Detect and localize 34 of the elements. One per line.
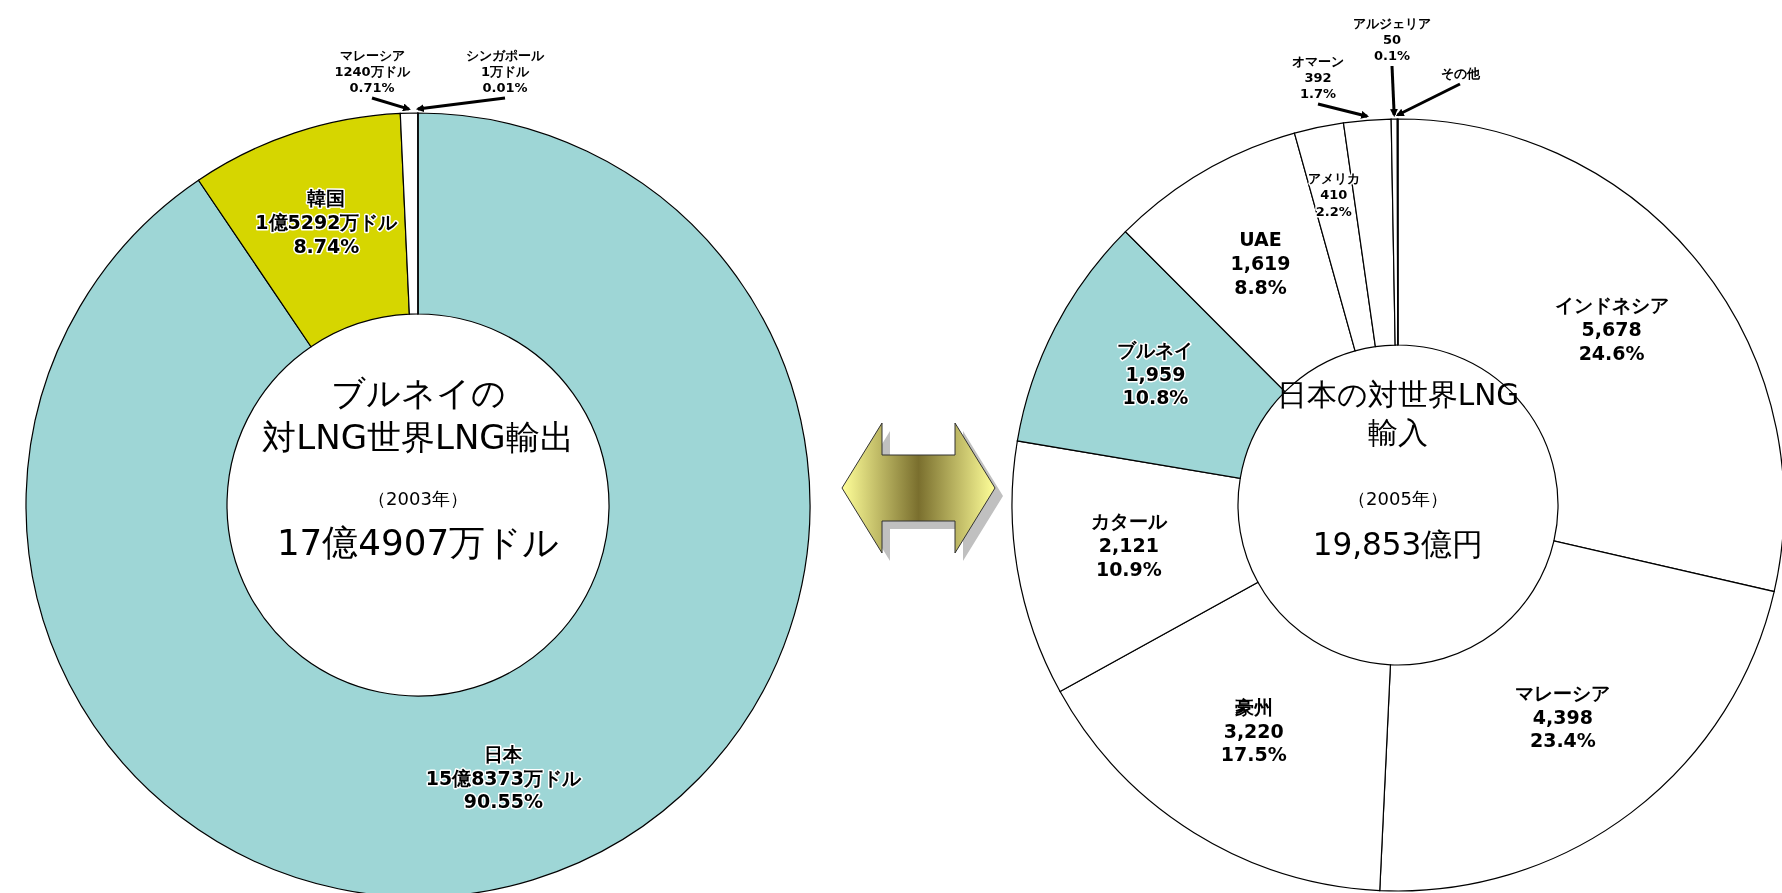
data-label: 3,220 17.5% — [1220, 719, 1287, 766]
data-label: 392 1.7% — [1299, 70, 1337, 101]
text: （2003年） — [368, 488, 468, 509]
slice-label: その他 — [1440, 66, 1481, 81]
data-label: 1,619 8.8% — [1230, 252, 1291, 298]
data-label: 1億5292万ドル 8.74% — [255, 211, 399, 257]
text: （2005年） — [1348, 488, 1448, 509]
text: 対LNG世界LNG輸出 — [262, 417, 574, 458]
slice-label: インドネシア — [1554, 294, 1669, 317]
data-label: 50 0.1% — [1373, 32, 1411, 63]
data-label: 2,121 10.9% — [1095, 533, 1162, 580]
text: 19,853億円 — [1312, 526, 1484, 562]
slice-label: マレーシア — [1515, 681, 1611, 704]
slice-label: オマーン — [1292, 54, 1344, 69]
text: ブルネイの — [330, 373, 506, 413]
data-label: 1240万ドル 0.71% — [334, 64, 411, 95]
slice-label: UAE — [1239, 228, 1282, 251]
data-label: 410 2.2% — [1315, 187, 1352, 219]
data-label: 1,959 10.8% — [1122, 362, 1189, 409]
text: 17億4907万ドル — [276, 522, 560, 563]
data-label: 1万ドル 0.01% — [480, 64, 531, 95]
slice-label: シンガポール — [466, 48, 545, 63]
text: 日本の対世界LNG — [1276, 378, 1520, 412]
text: 輸入 — [1368, 416, 1428, 451]
data-label: 4,398 23.4% — [1529, 705, 1596, 752]
slice-label: 豪州 — [1233, 695, 1273, 718]
slice-label: カタール — [1090, 510, 1168, 533]
slice-label: アルジェリア — [1353, 16, 1431, 31]
slice-label: 韓国 — [307, 187, 346, 210]
data-label: 15億8373万ドル 90.55% — [425, 766, 583, 813]
slice-label: マレーシア — [339, 48, 405, 63]
data-label: 5,678 24.6% — [1578, 317, 1645, 364]
slice-label: 日本 — [484, 742, 524, 765]
slice-label: ブルネイ — [1117, 338, 1194, 361]
